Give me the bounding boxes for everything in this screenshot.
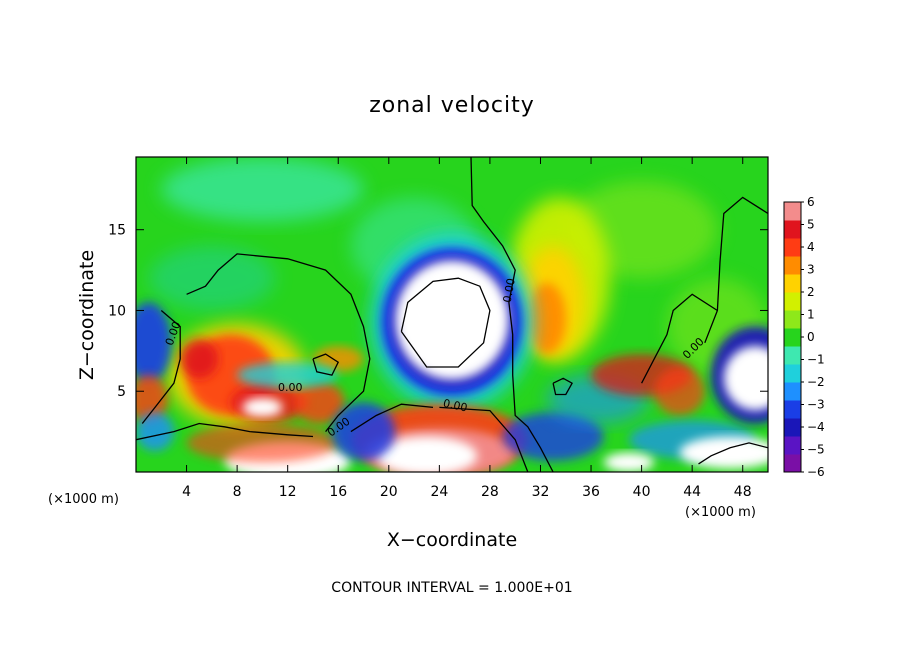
colorbar-swatch <box>784 310 801 329</box>
zero-contour-line <box>470 157 554 472</box>
velocity-blob <box>679 436 768 469</box>
velocity-field <box>136 157 768 472</box>
x-tick-label: 4 <box>182 484 191 500</box>
x-tick-label: 12 <box>279 484 297 500</box>
colorbar-swatch <box>784 220 801 239</box>
velocity-blob <box>331 402 396 461</box>
velocity-blob <box>376 436 478 472</box>
velocity-blob <box>294 381 345 424</box>
y-axis-label: Z−coordinate <box>76 250 98 380</box>
x-axis-label: X−coordinate <box>387 529 517 551</box>
contour-label: 0.00 <box>278 381 303 394</box>
x-tick-label: 32 <box>532 484 550 500</box>
zero-contour-line <box>400 277 491 368</box>
colorbar-label: 4 <box>807 240 815 254</box>
colorbar-label: 2 <box>807 285 815 299</box>
colorbar-swatch <box>784 274 801 293</box>
x-tick-label: 44 <box>683 484 701 500</box>
x-tick-label: 28 <box>481 484 499 500</box>
velocity-blob <box>161 157 364 222</box>
colorbar-swatch <box>784 256 801 275</box>
zero-contour-line <box>186 253 371 433</box>
colorbar-label: −6 <box>807 465 825 479</box>
zero-contour-line <box>136 422 314 441</box>
velocity-blob <box>237 362 339 389</box>
colorbar-label: −4 <box>807 420 825 434</box>
zero-contour-line <box>439 406 529 472</box>
velocity-blob <box>502 412 604 461</box>
colorbar-swatch <box>784 328 801 347</box>
x-tick-label: 40 <box>633 484 651 500</box>
velocity-blob <box>242 397 283 418</box>
x-tick-label: 8 <box>233 484 242 500</box>
zero-contour-line <box>698 442 768 465</box>
x-unit-label-left: (×1000 m) <box>48 492 119 507</box>
velocity-blob <box>136 375 168 424</box>
colorbar-label: 6 <box>807 195 815 209</box>
colorbar: 6 5 4 3 2 1 0 −1 −2 −3 −4 −5 −6 <box>783 195 825 479</box>
colorbar-swatch <box>784 382 801 401</box>
velocity-blob <box>136 412 174 451</box>
x-tick-label: 20 <box>380 484 398 500</box>
velocity-blob <box>723 346 768 411</box>
colorbar-label: −3 <box>807 398 825 412</box>
x-tick-label: 48 <box>734 484 752 500</box>
zero-contour-line <box>312 353 340 376</box>
x-tick-label: 24 <box>430 484 448 500</box>
contour-label: 0.00 <box>501 277 518 303</box>
colorbar-swatch <box>784 238 801 257</box>
y-tick-label: 15 <box>108 223 126 239</box>
velocity-blob <box>654 367 705 416</box>
colorbar-label: 5 <box>807 218 815 232</box>
colorbar-swatch <box>784 292 801 311</box>
colorbar-label: 3 <box>807 263 815 277</box>
colorbar-swatch <box>784 436 801 455</box>
y-tick-label: 5 <box>117 384 126 400</box>
colorbar-swatch <box>784 202 801 221</box>
chart-title: zonal velocity <box>369 93 535 118</box>
y-axis: 5 10 15 <box>108 223 768 400</box>
velocity-blob <box>527 283 566 355</box>
colorbar-swatch <box>784 418 801 437</box>
zero-contour-line <box>350 403 434 433</box>
velocity-blob <box>180 339 219 379</box>
zero-contour-line <box>704 196 768 344</box>
colorbar-swatch <box>784 400 801 419</box>
x-tick-label: 36 <box>582 484 600 500</box>
colorbar-label: 1 <box>807 308 815 322</box>
zero-contour-line <box>641 293 718 384</box>
contour-interval-note: CONTOUR INTERVAL = 1.000E+01 <box>331 580 572 596</box>
colorbar-swatch <box>784 364 801 383</box>
x-axis: 4 8 12 16 20 24 28 32 36 40 44 48 <box>182 157 752 500</box>
colorbar-label: −5 <box>807 443 825 457</box>
zero-contour-line <box>552 377 573 396</box>
plot-area: 0.000.000.000.000.000.00 4 8 12 16 20 24 28 32 3… <box>108 156 769 500</box>
y-tick-label: 10 <box>108 303 126 319</box>
velocity-blob <box>603 452 655 472</box>
colorbar-label: −1 <box>807 353 825 367</box>
colorbar-swatch <box>784 454 801 473</box>
velocity-blob <box>312 346 364 372</box>
velocity-blob <box>136 302 172 384</box>
zero-contour-line <box>141 310 181 424</box>
velocity-blob <box>395 260 509 380</box>
x-tick-label: 16 <box>329 484 347 500</box>
velocity-blob <box>186 423 339 463</box>
colorbar-label: −2 <box>807 375 825 389</box>
colorbar-swatch <box>784 346 801 365</box>
x-unit-label-right: (×1000 m) <box>685 505 756 520</box>
contour-label: 0.00 <box>442 397 469 415</box>
colorbar-label: 0 <box>807 330 815 344</box>
plot-frame <box>135 156 769 473</box>
